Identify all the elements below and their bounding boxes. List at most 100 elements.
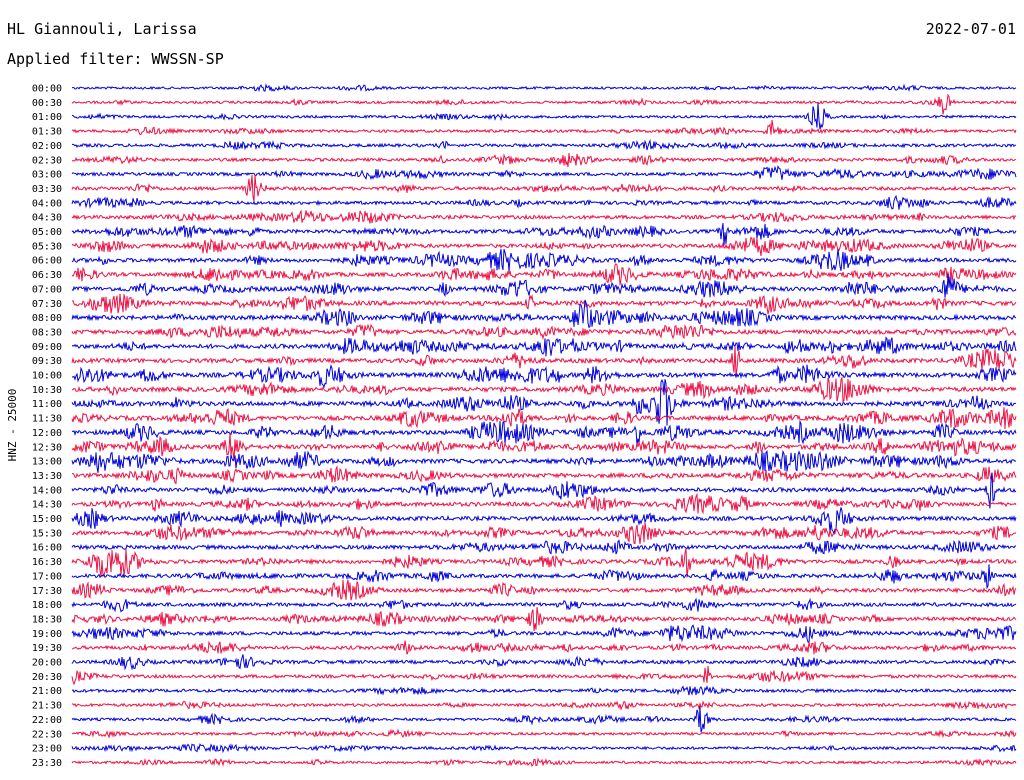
trace-line [71,539,1017,555]
trace-line [71,336,1017,357]
row-time-label: 17:00 [32,571,62,582]
row-time-label: 18:00 [32,600,62,611]
row-time-label: 00:30 [32,98,62,109]
row-time-label: 12:30 [32,442,62,453]
trace-line [71,465,1017,485]
trace-line [71,419,1017,446]
trace-line [71,93,1017,115]
trace-line [71,236,1017,256]
row-time-label: 02:30 [32,155,62,166]
trace-line [71,263,1017,286]
trace-line [71,223,1017,246]
trace-line [71,293,1017,315]
trace-line [71,472,1017,509]
date-label: 2022-07-01 [925,20,1016,38]
trace-line [71,564,1017,590]
row-time-label: 04:00 [32,198,62,209]
row-time-label: 10:00 [32,371,62,382]
row-time-label: 15:00 [32,514,62,525]
trace-line [71,432,1017,462]
trace-line [71,492,1017,515]
row-time-label: 20:00 [32,658,62,669]
trace-line [71,376,1017,403]
trace-line [71,102,1017,130]
trace-line [71,363,1017,389]
trace-rows: 00:00 00:30 01:00 01:30 02:00 02:30 03:00 03:30… [32,83,1017,769]
row-time-label: 05:00 [32,227,62,238]
row-time-label: 18:30 [32,614,62,625]
y-axis-label: HNZ - 25000 [6,389,19,462]
trace-line [71,407,1017,430]
trace-line [71,174,1016,202]
row-time-label: 08:30 [32,327,62,338]
row-time-label: 22:30 [32,729,62,740]
row-time-label: 08:00 [32,313,62,324]
trace-line [71,685,1017,696]
trace-line [71,209,1017,224]
row-time-label: 19:30 [32,643,62,654]
trace-line [71,624,1017,644]
row-time-label: 06:30 [32,270,62,281]
trace-line [71,449,1017,473]
trace-line [71,345,1017,376]
row-time-label: 19:00 [32,629,62,640]
trace-line [71,706,1017,733]
row-time-label: 22:00 [32,715,62,726]
trace-line [71,757,1017,768]
row-time-label: 16:30 [32,557,62,568]
row-time-label: 03:00 [32,170,62,181]
trace-line [71,248,1017,272]
row-time-label: 14:00 [32,485,62,496]
row-time-label: 01:30 [32,127,62,138]
trace-line [71,522,1017,545]
filter-label: Applied filter: WWSSN-SP [7,50,224,68]
trace-line [71,665,1017,686]
row-time-label: 09:00 [32,342,62,353]
trace-line [71,138,1017,151]
trace-line [71,700,1017,711]
row-time-label: 05:30 [32,241,62,252]
trace-line [71,507,1017,536]
row-time-label: 01:00 [32,112,62,123]
trace-line [71,119,1017,136]
row-time-label: 12:00 [32,428,62,439]
row-time-label: 04:30 [32,213,62,224]
trace-line [71,579,1017,601]
row-time-label: 21:00 [32,686,62,697]
row-time-label: 23:00 [32,744,62,755]
trace-line [71,153,1017,168]
trace-line [71,83,1017,93]
trace-line [71,194,1017,210]
row-time-label: 13:30 [32,471,62,482]
row-time-label: 02:00 [32,141,62,152]
row-time-label: 07:30 [32,299,62,310]
row-time-label: 09:30 [32,356,62,367]
row-time-label: 10:30 [32,385,62,396]
trace-line [71,378,1017,426]
row-time-label: 17:30 [32,586,62,597]
trace-line [71,165,1017,181]
row-time-label: 11:30 [32,414,62,425]
row-time-label: 03:30 [32,184,62,195]
trace-line [71,323,1017,341]
trace-line [71,597,1017,613]
row-time-label: 00:00 [32,84,62,95]
row-time-label: 14:30 [32,500,62,511]
row-time-label: 06:00 [32,256,62,267]
trace-line [71,640,1017,655]
row-time-label: 13:00 [32,457,62,468]
row-time-label: 21:30 [32,701,62,712]
row-time-label: 23:30 [32,758,62,769]
row-time-label: 11:00 [32,399,62,410]
trace-line [71,299,1017,329]
station-title: HL Giannouli, Larissa [7,20,197,38]
row-time-label: 07:00 [32,284,62,295]
row-time-label: 16:00 [32,543,62,554]
trace-line [71,728,1017,739]
trace-line [71,273,1017,298]
trace-line [71,607,1017,632]
trace-line [71,743,1017,754]
trace-line [71,548,1017,578]
row-time-label: 20:30 [32,672,62,683]
